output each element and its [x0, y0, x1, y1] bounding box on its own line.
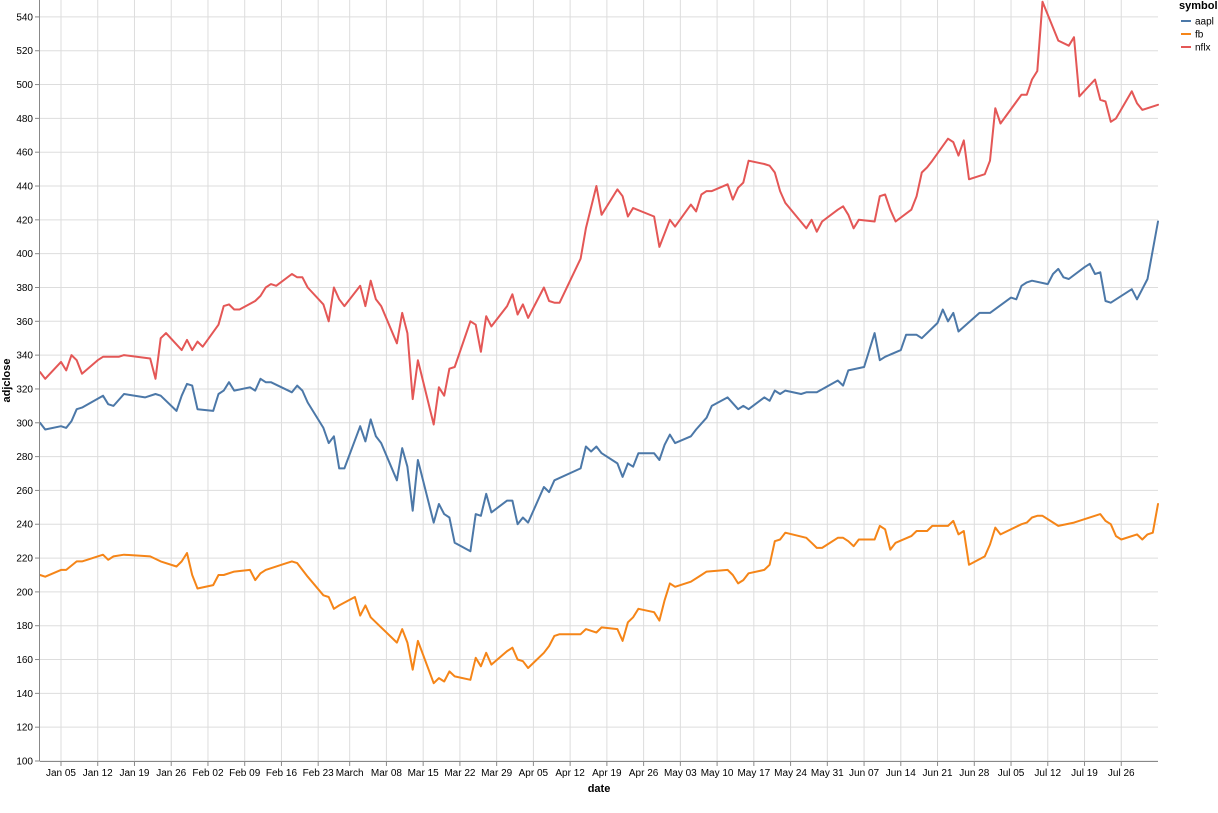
y-tick-label: 220 [16, 554, 33, 565]
x-gridlines [60, 0, 1122, 761]
legend-label-fb: fb [1195, 30, 1204, 41]
x-tick-label: Feb 02 [192, 768, 224, 779]
y-tick-label: 260 [16, 486, 33, 497]
legend-title: symbol [1179, 0, 1218, 12]
y-axis-ticks: 100 120 140 160 180 200 220 240 260 280 300 320 340 3… [16, 12, 40, 768]
x-tick-label: Jan 05 [46, 768, 76, 779]
x-tick-label: Feb 09 [229, 768, 261, 779]
y-tick-label: 140 [16, 689, 33, 700]
x-tick-label: Apr 05 [519, 768, 549, 779]
y-tick-label: 240 [16, 520, 33, 531]
axes [39, 0, 1158, 762]
series-line-aapl [39, 220, 1159, 553]
y-tick-label: 400 [16, 249, 33, 260]
y-tick-label: 520 [16, 46, 33, 57]
series-lines [39, 0, 1159, 685]
x-axis-title: date [588, 783, 611, 795]
y-tick-label: 420 [16, 215, 33, 226]
x-tick-label: Feb 23 [303, 768, 335, 779]
y-tick-label: 480 [16, 114, 33, 125]
x-tick-label: May 17 [737, 768, 770, 779]
x-tick-label: Feb 16 [266, 768, 298, 779]
y-tick-label: 200 [16, 587, 33, 598]
y-tick-label: 300 [16, 418, 33, 429]
legend-label-nflx: nflx [1195, 43, 1211, 54]
x-tick-label: Jun 07 [849, 768, 879, 779]
x-tick-label: Jun 28 [959, 768, 989, 779]
x-tick-label: Jun 21 [923, 768, 953, 779]
x-tick-label: Mar 22 [444, 768, 476, 779]
y-tick-label: 100 [16, 757, 33, 768]
x-tick-label: Jul 12 [1034, 768, 1061, 779]
x-tick-label: May 24 [774, 768, 807, 779]
legend: symbol aapl fb nflx [1179, 0, 1218, 54]
x-tick-label: Jul 26 [1108, 768, 1135, 779]
y-tick-label: 380 [16, 283, 33, 294]
x-tick-label: Apr 19 [592, 768, 622, 779]
y-tick-label: 280 [16, 452, 33, 463]
y-tick-label: 340 [16, 351, 33, 362]
x-axis-ticks: Jan 05 Jan 12 Jan 19 Jan 26 Feb 02 Feb 09 Feb … [46, 761, 1135, 779]
x-tick-label: Mar 15 [408, 768, 440, 779]
y-tick-label: 320 [16, 384, 33, 395]
x-tick-label: Apr 26 [629, 768, 659, 779]
y-tick-label: 160 [16, 655, 33, 666]
legend-items: aapl fb nflx [1181, 17, 1214, 54]
x-tick-label: Jul 19 [1071, 768, 1098, 779]
y-tick-label: 540 [16, 12, 33, 23]
y-axis-title: adjclose [1, 358, 13, 402]
series-line-fb [39, 503, 1159, 685]
x-tick-label: Mar 08 [371, 768, 403, 779]
x-tick-label: Jun 14 [886, 768, 916, 779]
y-tick-label: 360 [16, 317, 33, 328]
x-tick-label: May 31 [811, 768, 844, 779]
x-tick-label: Jan 26 [156, 768, 186, 779]
y-tick-label: 180 [16, 621, 33, 632]
y-tick-label: 120 [16, 723, 33, 734]
x-tick-label: May 10 [701, 768, 734, 779]
x-tick-label: May 03 [664, 768, 697, 779]
x-tick-label: Mar 29 [481, 768, 513, 779]
y-tick-label: 460 [16, 148, 33, 159]
legend-label-aapl: aapl [1195, 17, 1214, 28]
series-line-nflx [39, 0, 1159, 426]
x-tick-label: March [336, 768, 364, 779]
x-tick-label: Jul 05 [998, 768, 1025, 779]
x-tick-label: Jan 12 [83, 768, 113, 779]
x-tick-label: Apr 12 [555, 768, 585, 779]
y-tick-label: 500 [16, 80, 33, 91]
x-tick-label: Jan 19 [119, 768, 149, 779]
y-tick-label: 440 [16, 182, 33, 193]
